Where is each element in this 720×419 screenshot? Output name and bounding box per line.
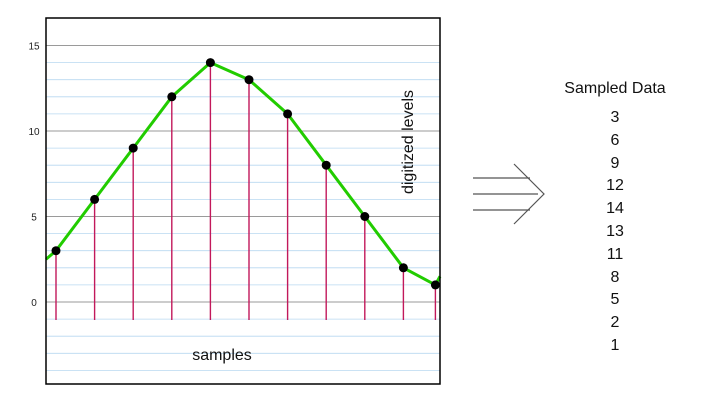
sample-stems [55, 62, 437, 320]
sample-point [90, 194, 100, 204]
y-axis-label: digitized levels [400, 90, 417, 194]
sampled-data-value: 8 [610, 268, 620, 286]
y-axis-ticks: 15 10 5 0 [28, 42, 40, 310]
x-axis-label: samples [192, 347, 252, 364]
sample-points [51, 58, 440, 290]
sampled-data-value: 1 [610, 336, 620, 354]
sample-point [398, 263, 408, 273]
sampled-data-value: 2 [610, 314, 620, 332]
y-tick-label: 15 [28, 42, 40, 53]
sample-point [244, 75, 254, 85]
y-tick-label: 10 [28, 127, 40, 138]
right-arrow-icon [473, 163, 545, 225]
sample-point [128, 143, 138, 153]
sampled-data-value: 6 [610, 131, 620, 149]
sample-point [51, 246, 61, 256]
sampled-data-value: 11 [606, 245, 624, 263]
sample-point [321, 160, 331, 170]
sampled-data-value: 5 [610, 291, 620, 309]
signal-curve [45, 61, 442, 287]
sampled-data-value: 3 [610, 109, 620, 126]
sample-point [283, 109, 293, 119]
sample-point [167, 92, 177, 102]
sampled-data-values: 3 6 9 12 14 13 11 8 5 2 1 [545, 107, 685, 358]
sampled-data-title: Sampled Data [564, 80, 666, 97]
grid-lines [46, 45, 440, 371]
y-tick-label: 0 [31, 298, 37, 309]
chart-frame [45, 17, 441, 385]
sampled-data-value: 12 [606, 177, 624, 195]
sample-point [205, 58, 215, 68]
sampled-data-value: 13 [606, 222, 624, 240]
sampled-data-value: 14 [606, 200, 624, 218]
sampled-data-value: 9 [610, 154, 620, 172]
sample-point [360, 212, 370, 221]
sampled-data-panel: Sampled Data 3 6 9 12 14 13 11 8 5 2 1 [545, 80, 685, 358]
sample-point [430, 280, 440, 290]
y-tick-label: 5 [31, 213, 37, 224]
sampling-chart: 15 10 5 0 samples digitized levels [28, 17, 442, 385]
